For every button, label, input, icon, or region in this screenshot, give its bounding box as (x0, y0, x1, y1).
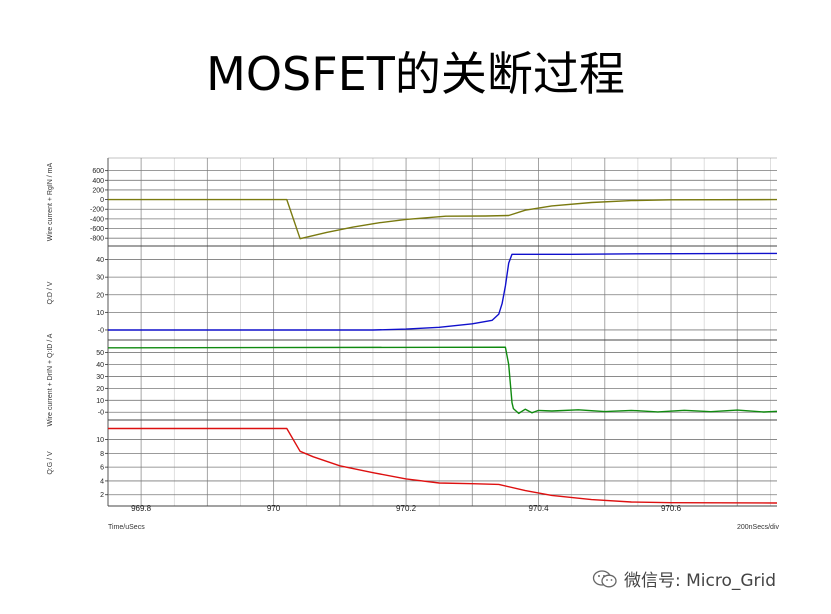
y-tick-label: 20 (96, 386, 104, 393)
x-tick-label: 970 (267, 504, 281, 513)
y-tick-label: 0 (100, 197, 104, 204)
y-tick-label: 400 (92, 178, 104, 185)
y-tick-label: -200 (90, 207, 104, 214)
x-tick-label: 970.2 (396, 504, 417, 513)
y-tick-label: 600 (92, 168, 104, 175)
y-tick-label: -0 (98, 410, 104, 417)
y-tick-label: 8 (100, 451, 104, 458)
x-tick-label: 970.4 (529, 504, 550, 513)
y-tick-label: 6 (100, 465, 104, 472)
y-tick-label: 40 (96, 257, 104, 264)
y-tick-label: 2 (100, 492, 104, 499)
series-line (108, 198, 778, 240)
y-tick-label: -800 (90, 236, 104, 243)
y-axis-label: Wire current + RgIN / mA (47, 162, 54, 241)
y-tick-label: 30 (96, 374, 104, 381)
x-tick-label: 969.8 (131, 504, 152, 513)
y-tick-label: -600 (90, 226, 104, 233)
y-tick-label: -0 (98, 327, 104, 334)
y-tick-label: 10 (96, 310, 104, 317)
y-tick-label: 10 (96, 398, 104, 405)
y-axis-label: Q:G / V (47, 451, 54, 475)
y-tick-label: 4 (100, 478, 104, 485)
y-tick-label: 30 (96, 275, 104, 282)
series-line (107, 346, 778, 415)
series-line (108, 252, 778, 331)
watermark: 微信号: Micro_Grid (592, 566, 776, 591)
series-line (108, 427, 778, 504)
y-tick-label: 20 (96, 292, 104, 299)
x-tick-label: 970.6 (661, 504, 682, 513)
y-tick-label: 10 (96, 437, 104, 444)
y-axis-label: Q:D / V (47, 281, 54, 304)
y-tick-label: 50 (96, 350, 104, 357)
x-axis-unit-label: Time/uSecs (108, 524, 145, 531)
wechat-icon (592, 569, 617, 587)
y-tick-label: 40 (96, 362, 104, 369)
y-axis-label: Wire current + DrIN + Q:ID / A (47, 333, 54, 426)
x-axis-division-label: 200nSecs/div (736, 524, 779, 531)
slide-title: MOSFET的关断过程 (206, 47, 625, 101)
watermark-text: 微信号: Micro_Grid (624, 571, 777, 591)
y-tick-label: 200 (92, 187, 104, 194)
y-tick-label: -400 (90, 216, 104, 223)
